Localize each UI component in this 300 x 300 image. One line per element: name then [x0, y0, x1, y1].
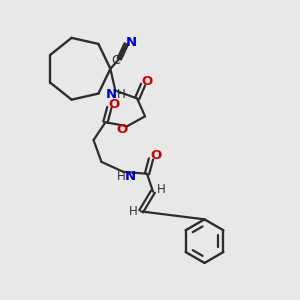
Text: H: H: [129, 205, 137, 218]
Text: H: H: [117, 88, 126, 101]
Text: O: O: [117, 123, 128, 136]
Text: N: N: [124, 170, 136, 183]
Text: O: O: [109, 98, 120, 111]
Text: N: N: [106, 88, 117, 101]
Text: N: N: [126, 35, 137, 49]
Text: O: O: [141, 75, 153, 88]
Text: H: H: [157, 183, 165, 196]
Text: C: C: [111, 54, 120, 67]
Text: H: H: [117, 170, 126, 183]
Text: O: O: [150, 149, 162, 162]
